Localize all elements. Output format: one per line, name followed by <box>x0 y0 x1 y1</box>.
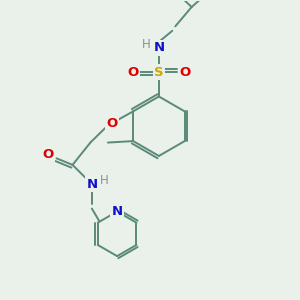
Text: H: H <box>100 174 109 187</box>
Text: N: N <box>112 205 123 218</box>
Text: O: O <box>43 148 54 161</box>
Text: O: O <box>179 66 190 79</box>
Text: O: O <box>128 66 139 79</box>
Text: S: S <box>154 66 164 79</box>
Text: N: N <box>153 41 164 54</box>
Text: O: O <box>106 117 117 130</box>
Text: N: N <box>86 178 98 191</box>
Text: H: H <box>142 38 151 51</box>
